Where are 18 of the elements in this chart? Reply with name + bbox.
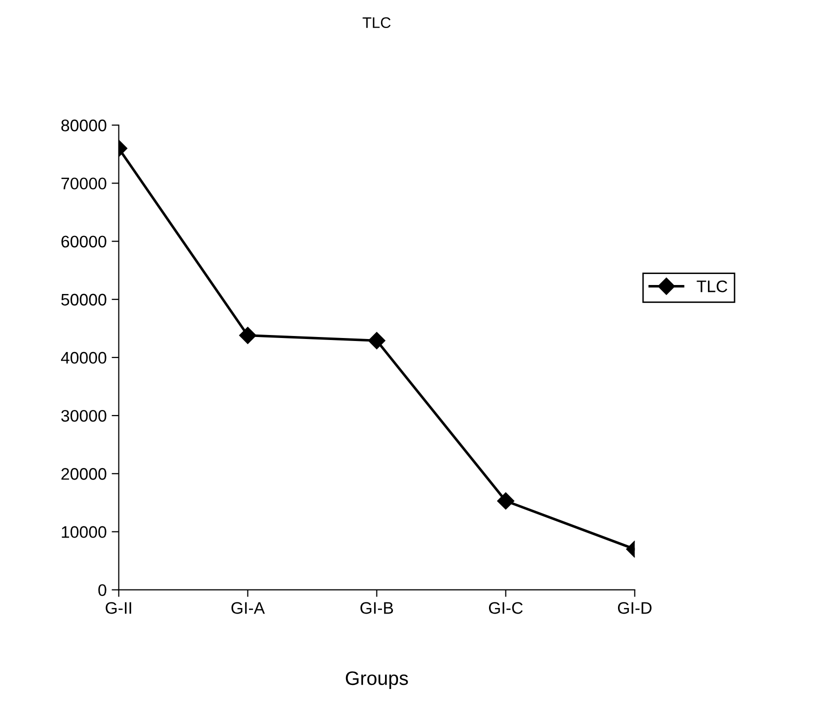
y-tick-label: 10000: [62, 526, 106, 538]
y-tick-label: 0: [98, 584, 106, 596]
y-tick-label: 70000: [61, 178, 106, 190]
x-tick-label: GI-B: [360, 602, 393, 614]
x-tick-label: G-II: [106, 602, 132, 614]
y-tick-label: 50000: [61, 294, 106, 306]
point: [368, 332, 386, 350]
legend-label: TLC: [696, 280, 728, 292]
x-tick-label: GI-A: [231, 602, 265, 614]
x-tick-label: GI-D: [618, 602, 652, 614]
y-tick-label: 30000: [61, 410, 106, 422]
x-tick-label: GI-C: [488, 602, 523, 614]
y-tick-label: 80000: [61, 120, 106, 132]
y-tick-label: 60000: [61, 236, 106, 248]
y-tick-label: 40000: [60, 352, 106, 364]
chart-title: TLC: [362, 17, 391, 28]
x-axis-title: Groups: [346, 671, 408, 689]
y-tick-label: 20000: [61, 468, 106, 480]
